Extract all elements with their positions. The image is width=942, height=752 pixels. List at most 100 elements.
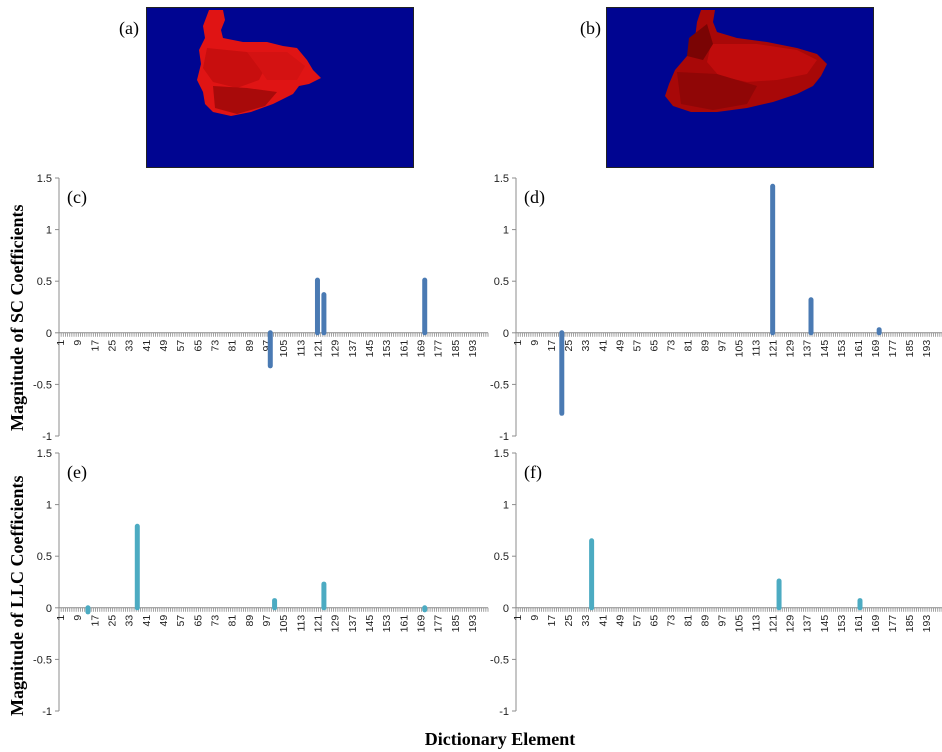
panel-0-xtick-label: 105 — [278, 340, 290, 358]
panel-3-xtick-label: 17 — [546, 615, 558, 627]
panel-0-xtick-label: 33 — [124, 340, 136, 352]
panel-3-xtick-label: 169 — [870, 615, 882, 633]
panel-1-ytick-label: -0.5 — [490, 379, 509, 391]
panel-2-xtick-label: 1 — [55, 615, 67, 621]
panel-0-xtick-label: 89 — [244, 340, 256, 352]
panel-2-xtick-label: 89 — [244, 615, 256, 627]
panel-3-ytick-label: 1.5 — [494, 448, 509, 460]
segmented-object-b — [665, 10, 827, 112]
image-a-label: (a) — [119, 18, 139, 38]
panel-0-xtick-label: 1 — [55, 340, 67, 346]
panel-3-xtick-label: 121 — [768, 615, 780, 633]
panel-1-ytick-label: 0.5 — [494, 276, 509, 288]
panel-3-xtick-label: 33 — [580, 615, 592, 627]
panel-1-xtick-label: 177 — [887, 340, 899, 358]
ylabel-llc: Magnitude of LLC Coefficients — [7, 476, 27, 716]
chart-panels: 1.510.50-0.5-11 9 17 25 33 41 49 57 65 73 81 89 97 10… — [33, 173, 942, 718]
panel-0-xtick-label: 193 — [467, 340, 479, 358]
ylabel-sc: Magnitude of SC Coefficients — [7, 205, 27, 431]
panel-0-xtick-label: 177 — [433, 340, 445, 358]
panel-1-xtick-label: 97 — [717, 340, 729, 352]
panel-1-ytick-label: 0 — [503, 328, 509, 340]
panel-1-xtick-label: 105 — [734, 340, 746, 358]
panel-0-xtick-label: 17 — [89, 340, 101, 352]
panel-1-xtick-label: 25 — [563, 340, 575, 352]
panel-1-xtick-label: 145 — [819, 340, 831, 358]
panel-2-xtick-label: 81 — [227, 615, 239, 627]
panel-0-ytick-label: 0 — [46, 328, 52, 340]
panel-2-xtick-label: 41 — [141, 615, 153, 627]
panel-3-xtick-label: 65 — [648, 615, 660, 627]
panel-1-xtick-label: 193 — [921, 340, 933, 358]
panel-0-ytick-label: -0.5 — [33, 379, 52, 391]
panel-3-xtick-label: 193 — [921, 615, 933, 633]
panel-2-xtick-label: 65 — [192, 615, 204, 627]
panel-3-ytick-label: 0.5 — [494, 551, 509, 563]
x-axis-label: Dictionary Element — [424, 729, 576, 749]
panel-2-xtick-label: 33 — [124, 615, 136, 627]
panel-2-xtick-label: 161 — [398, 615, 410, 633]
panel-0-xtick-label: 121 — [312, 340, 324, 358]
panel-1-xtick-label: 113 — [751, 340, 763, 357]
panel-3-xtick-label: 161 — [853, 615, 865, 633]
image-b — [606, 7, 874, 168]
panel-3-ytick-label: 1 — [503, 500, 509, 512]
panel-1-ytick-label: 1.5 — [494, 173, 509, 185]
panel-2-ytick-label: 1.5 — [37, 448, 52, 460]
panel-0-xtick-label: 81 — [227, 340, 239, 352]
panel-2-xtick-label: 153 — [381, 615, 393, 633]
panel-0-xtick-label: 185 — [450, 340, 462, 358]
panel-1-xtick-label: 153 — [836, 340, 848, 358]
panel-0-xtick-label: 113 — [295, 340, 307, 357]
panel-1-xtick-label: 33 — [580, 340, 592, 352]
panel-1-xtick-label: 121 — [768, 340, 780, 358]
panel-0-xtick-label: 49 — [158, 340, 170, 352]
panel-3-xtick-label: 25 — [563, 615, 575, 627]
panel-0-xtick-label: 153 — [381, 340, 393, 358]
panel-1-xtick-label: 161 — [853, 340, 865, 358]
panel-2-xtick-label: 57 — [175, 615, 187, 627]
panel-1-ytick-label: -1 — [499, 431, 509, 443]
segmented-object-a — [197, 10, 321, 116]
panel-0-xtick-label: 57 — [175, 340, 187, 352]
panel-3-ytick-label: 0 — [503, 603, 509, 615]
panel-1-xtick-label: 65 — [648, 340, 660, 352]
panel-2-xtick-label: 193 — [467, 615, 479, 633]
panel-2-xtick-label: 129 — [330, 615, 342, 633]
panel-2-ytick-label: -1 — [42, 706, 52, 718]
panel-1-xtick-label: 49 — [614, 340, 626, 352]
panel-1-xtick-label: 185 — [904, 340, 916, 358]
panel-3-xtick-label: 9 — [529, 615, 541, 621]
panel-0-letter: (c) — [67, 187, 87, 208]
panel-3-ytick-label: -1 — [499, 706, 509, 718]
panel-3-xtick-label: 105 — [734, 615, 746, 633]
panel-3-xtick-label: 89 — [700, 615, 712, 627]
panel-3-xtick-label: 73 — [665, 615, 677, 627]
panel-1-xtick-label: 73 — [665, 340, 677, 352]
panel-3-xtick-label: 49 — [614, 615, 626, 627]
panel-0-xtick-label: 129 — [330, 340, 342, 358]
panel-2-xtick-label: 97 — [261, 615, 273, 627]
panel-3-xtick-label: 1 — [512, 615, 524, 621]
panel-2-xtick-label: 121 — [312, 615, 324, 633]
panel-0-xtick-label: 161 — [398, 340, 410, 358]
panel-0-xtick-label: 9 — [72, 340, 84, 346]
panel-1-xtick-label: 89 — [700, 340, 712, 352]
panel-2-xtick-label: 169 — [415, 615, 427, 633]
panel-3-xtick-label: 97 — [717, 615, 729, 627]
panel-2-xtick-label: 145 — [364, 615, 376, 633]
panel-2-xtick-label: 9 — [72, 615, 84, 621]
panel-0-xtick-label: 145 — [364, 340, 376, 358]
panel-2-xtick-label: 105 — [278, 615, 290, 633]
panel-2-ytick-label: -0.5 — [33, 654, 52, 666]
panel-2-ytick-label: 1 — [46, 500, 52, 512]
panel-3-xtick-label: 129 — [785, 615, 797, 633]
panel-3-xtick-label: 153 — [836, 615, 848, 633]
panel-2-xtick-label: 185 — [450, 615, 462, 633]
panel-0-xtick-label: 169 — [415, 340, 427, 358]
panel-1-xtick-label: 137 — [802, 340, 814, 358]
panel-0-xtick-label: 41 — [141, 340, 153, 352]
panel-3-xtick-label: 57 — [631, 615, 643, 627]
panel-0-ytick-label: -1 — [42, 431, 52, 443]
panel-1-xtick-label: 57 — [631, 340, 643, 352]
